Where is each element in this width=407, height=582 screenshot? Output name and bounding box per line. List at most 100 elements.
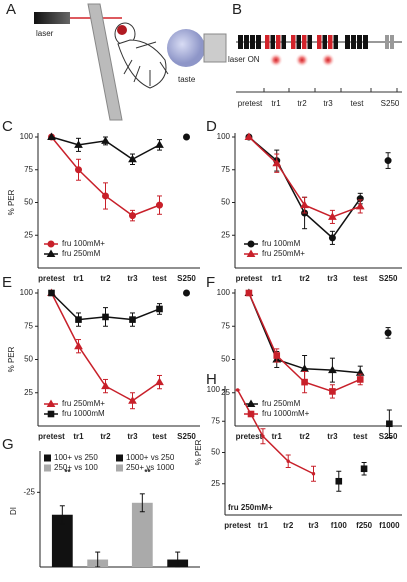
marker (272, 158, 282, 167)
marker (328, 365, 337, 374)
y-tick-label: 25 (221, 388, 230, 397)
x-tick-label: test (152, 274, 167, 283)
marker (235, 388, 240, 392)
laser-label: laser (36, 29, 54, 38)
marker (156, 201, 163, 209)
glass-slab (87, 3, 123, 121)
marker (244, 132, 254, 140)
x-tick-label: tr1 (258, 521, 269, 530)
trial-block (363, 35, 368, 49)
trial-block (328, 35, 333, 49)
legend-label: 100+ vs 250 (54, 453, 98, 462)
marker (183, 133, 190, 141)
panel-a-schematic: A laser taste (6, 1, 227, 121)
marker (128, 396, 137, 404)
stage-label: tr3 (323, 99, 333, 108)
x-tick-label: tr3 (127, 432, 138, 441)
trial-block (256, 35, 261, 49)
legend-label: fru 100mM (262, 239, 301, 248)
laser-glow (321, 53, 335, 67)
y-tick-label: 50 (221, 198, 230, 207)
y-tick-label: 25 (221, 230, 230, 239)
marker (74, 341, 83, 350)
marker (273, 352, 281, 359)
marker (129, 212, 136, 220)
trial-block (291, 35, 296, 49)
trial-block (244, 35, 249, 49)
x-tick-label: test (353, 432, 368, 441)
marker (47, 132, 56, 140)
panel-b-schematic: B laser ON pretest tr1 tr2 tr3 test S250 (228, 1, 402, 108)
marker (300, 200, 309, 209)
x-tick-label: tr3 (308, 521, 319, 530)
y-tick-label: 100 (20, 132, 34, 141)
laser-glow (295, 53, 309, 67)
x-tick-label: tr2 (299, 432, 310, 441)
marker (360, 465, 368, 473)
significance: ** (144, 468, 151, 477)
error-bar (139, 493, 145, 513)
marker (102, 192, 109, 200)
marker (286, 459, 290, 463)
y-tick-label: 50 (221, 355, 230, 364)
trial-block (296, 35, 301, 49)
legend-label: 250+ vs 100 (54, 463, 98, 472)
marker (246, 399, 256, 407)
legend-swatch (44, 454, 51, 462)
marker (245, 289, 253, 297)
error-bar (175, 551, 181, 568)
y-tick-label: 50 (24, 198, 33, 207)
y-axis-label: % PER (7, 346, 16, 372)
stage-label: tr2 (297, 99, 307, 108)
legend-label: fru 250mM (262, 399, 301, 408)
x-tick-label: f1000 (379, 521, 400, 530)
legend-swatch (116, 464, 123, 472)
y-tick-label: 100 (217, 288, 231, 297)
marker (356, 376, 364, 383)
y-tick-label: 25 (24, 388, 33, 397)
marker (384, 329, 392, 337)
y-tick-label: 25 (211, 479, 220, 488)
marker (386, 420, 393, 428)
y-tick-label: 100 (217, 132, 231, 141)
marker (355, 201, 365, 210)
legend-label: fru 250mM+ (62, 399, 105, 408)
trial-block (322, 35, 327, 49)
y-tick-label: 100 (207, 385, 221, 394)
x-tick-label: test (152, 432, 167, 441)
legend-label: 250+ vs 1000 (126, 463, 175, 472)
bar (51, 514, 73, 567)
panel-label: A (6, 1, 16, 18)
y-tick-label: 50 (211, 448, 220, 457)
legend-label: fru 1000mM (62, 409, 105, 418)
marker (46, 399, 56, 407)
y-axis-label: DI (9, 507, 18, 515)
taste-label: taste (178, 75, 196, 84)
marker (75, 166, 82, 174)
y-tick-label: 75 (221, 321, 230, 330)
error-bar (95, 551, 101, 568)
fly-legs (123, 41, 169, 86)
marker (47, 240, 55, 248)
y-axis-label: % PER (194, 439, 203, 465)
y-tick-label: 75 (221, 165, 230, 174)
y-tick-label: 75 (24, 321, 33, 330)
stage-label: S250 (381, 99, 400, 108)
laser-glow (269, 53, 283, 67)
x-tick-label: tr2 (299, 274, 310, 283)
marker (384, 157, 392, 165)
x-tick-label: S250 (177, 432, 196, 441)
trial-block (333, 35, 338, 49)
taste-holder (203, 33, 227, 63)
panel-label: B (232, 1, 242, 18)
trial-block (302, 35, 307, 49)
x-tick-label: tr1 (73, 274, 84, 283)
trial-block (270, 35, 275, 49)
trial-block (385, 35, 389, 49)
fly-eye (117, 25, 127, 35)
marker (311, 472, 316, 476)
marker (155, 140, 164, 148)
x-tick-label: tr1 (272, 432, 283, 441)
trial-block (276, 35, 281, 49)
